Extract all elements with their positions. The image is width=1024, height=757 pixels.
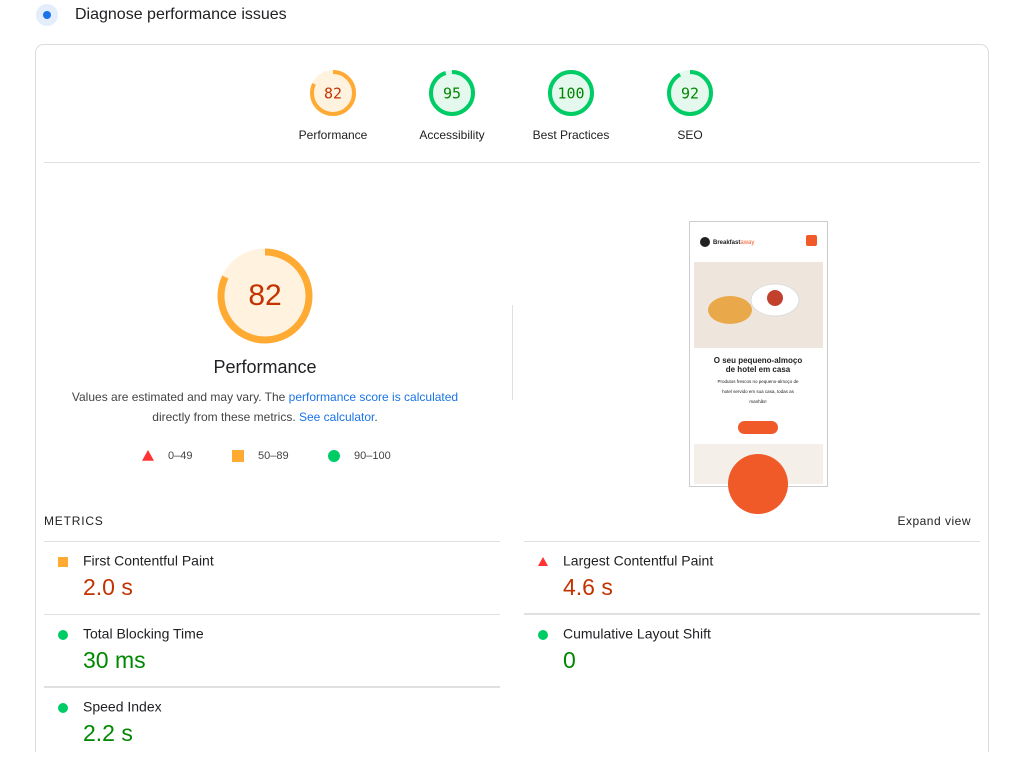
header-title: Diagnose performance issues bbox=[75, 6, 287, 23]
thumbnail-body: hotel servido em sua casa, todas as bbox=[722, 389, 795, 394]
metric-name: First Contentful Paint bbox=[83, 553, 214, 569]
metric-value: 30 ms bbox=[83, 647, 146, 673]
thumbnail-headline: O seu pequeno-almoço bbox=[714, 356, 803, 365]
thumbnail-circle bbox=[728, 454, 788, 514]
gauge-background bbox=[429, 70, 475, 116]
metric-icon bbox=[538, 557, 548, 566]
gauge-score: 95 bbox=[443, 85, 461, 103]
metric-name: Total Blocking Time bbox=[83, 626, 204, 642]
legend-icon bbox=[232, 450, 244, 462]
performance-label: Performance bbox=[213, 357, 316, 377]
legend-label: 50–89 bbox=[258, 450, 289, 462]
gauge-background bbox=[667, 70, 713, 116]
thumbnail-brand-part: away bbox=[740, 240, 754, 246]
header-icon-dot bbox=[43, 11, 51, 19]
gauge-arc bbox=[667, 70, 713, 116]
metric-value: 0 bbox=[563, 647, 576, 673]
metric-name: Speed Index bbox=[83, 699, 162, 715]
thumbnail-brand-part: Breakfast bbox=[713, 240, 740, 246]
gauge-score: 82 bbox=[248, 279, 281, 312]
gauge-arc bbox=[429, 70, 475, 116]
metric-icon bbox=[58, 557, 68, 567]
category-label: Accessibility bbox=[419, 128, 484, 142]
gauge-arc bbox=[548, 70, 594, 116]
gauge-background bbox=[548, 70, 594, 116]
metric-icon bbox=[58, 703, 68, 713]
gauge-score: 82 bbox=[324, 85, 342, 103]
gauge-arc bbox=[310, 70, 356, 116]
legend-label: 90–100 bbox=[354, 450, 391, 462]
description-text: . bbox=[374, 410, 377, 424]
description-text: Values are estimated and may vary. The bbox=[72, 390, 289, 404]
gauge-background bbox=[310, 70, 356, 116]
legend-icon bbox=[142, 450, 154, 461]
gauge-score: 92 bbox=[681, 85, 699, 103]
expand-view[interactable]: Expand view bbox=[897, 514, 971, 528]
thumbnail-headline: de hotel em casa bbox=[726, 365, 791, 374]
thumbnail-brand: Breakfastaway bbox=[713, 240, 754, 246]
category-label: Performance bbox=[299, 128, 368, 142]
thumbnail bbox=[689, 221, 828, 514]
metric-value: 2.2 s bbox=[83, 720, 133, 746]
category-label: SEO bbox=[677, 128, 702, 142]
description-text: directly from these metrics. bbox=[152, 410, 299, 424]
gauge-arc bbox=[217, 248, 313, 344]
thumbnail-body: manhãs! bbox=[749, 399, 766, 404]
thumbnail-logo bbox=[700, 237, 710, 247]
metric-icon bbox=[538, 630, 548, 640]
metric-name: Largest Contentful Paint bbox=[563, 553, 713, 569]
thumbnail-button bbox=[738, 421, 778, 434]
legend-label: 0–49 bbox=[168, 450, 192, 462]
thumbnail-menu bbox=[806, 235, 817, 246]
metrics-title: METRICS bbox=[44, 514, 104, 528]
category-label: Best Practices bbox=[533, 128, 610, 142]
gauge-score: 100 bbox=[557, 85, 584, 103]
description-link[interactable]: performance score is calculated bbox=[289, 390, 458, 404]
thumbnail-body: Produtos frescos no pequeno-almoço de bbox=[717, 379, 799, 384]
thumbnail-food bbox=[708, 296, 752, 324]
thumbnail-fruit bbox=[767, 290, 783, 306]
metric-value: 4.6 s bbox=[563, 574, 613, 600]
description: Values are estimated and may vary. The p… bbox=[72, 390, 458, 424]
legend-icon bbox=[328, 450, 340, 462]
gauge-background bbox=[217, 248, 313, 344]
metric-name: Cumulative Layout Shift bbox=[563, 626, 711, 642]
description-link[interactable]: See calculator bbox=[299, 410, 375, 424]
metric-value: 2.0 s bbox=[83, 574, 133, 600]
metric-icon bbox=[58, 630, 68, 640]
